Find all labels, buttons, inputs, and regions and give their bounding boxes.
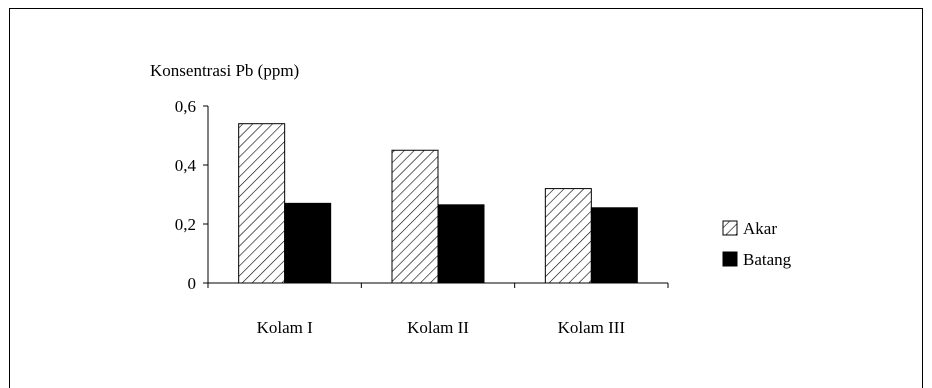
legend-label-akar: Akar	[743, 219, 777, 238]
legend-label-batang: Batang	[743, 250, 792, 269]
x-tick-label: Kolam III	[558, 318, 626, 337]
bar-akar-3	[544, 188, 592, 284]
bar-akar-2	[391, 149, 439, 284]
bar-batang-2	[437, 204, 485, 284]
y-tick-label: 0,6	[175, 97, 196, 116]
y-tick-label: 0,4	[175, 156, 197, 175]
bar-batang-3	[590, 207, 638, 284]
bars	[238, 123, 638, 284]
x-tick-label: Kolam II	[407, 318, 469, 337]
legend-swatch-akar	[722, 220, 738, 236]
y-tick-label: 0,2	[175, 215, 196, 234]
x-tick-labels: Kolam I Kolam II Kolam III	[257, 318, 626, 337]
bar-akar-1	[238, 123, 286, 284]
x-tick-label: Kolam I	[257, 318, 314, 337]
y-tick-labels: 0 0,2 0,4 0,6	[175, 97, 197, 293]
legend: Akar Batang	[722, 219, 792, 269]
legend-swatch-batang	[722, 251, 738, 267]
y-axis-label: Konsentrasi Pb (ppm)	[150, 61, 299, 80]
bar-batang-1	[284, 202, 332, 284]
chart-frame	[9, 8, 923, 388]
y-tick-label: 0	[188, 274, 197, 293]
